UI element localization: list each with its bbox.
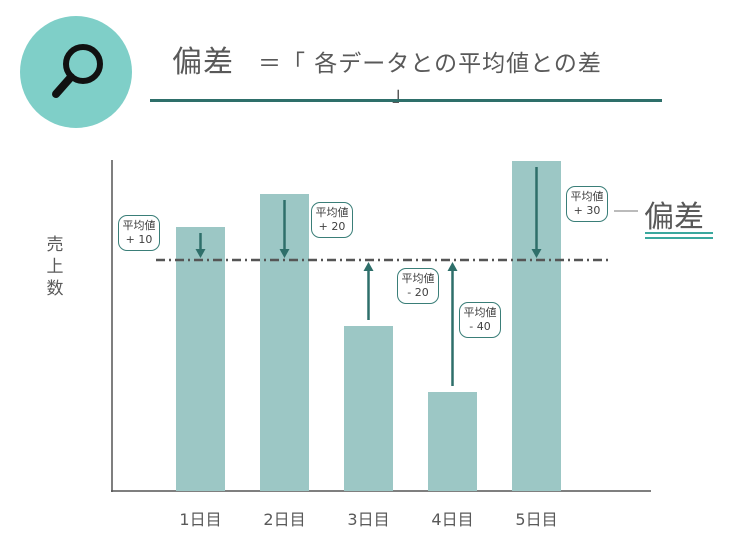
callout-value: + 20 <box>318 220 346 233</box>
deviation-label: 偏差 <box>644 200 704 235</box>
bar-4日目 <box>428 392 477 491</box>
callout-value: + 30 <box>573 204 601 217</box>
callout-label: 平均値 <box>401 272 435 285</box>
bar-1日目 <box>176 227 225 491</box>
deviation-callout: 平均値 - 20 <box>397 268 439 304</box>
y-axis-label: 売上数 <box>44 234 66 300</box>
deviation-underline <box>645 237 713 239</box>
y-axis-label-char: 数 <box>46 279 64 299</box>
deviation-callout: 平均値 + 10 <box>118 215 160 251</box>
deviation-callout: 平均値 + 30 <box>566 186 608 222</box>
callout-value: + 10 <box>125 233 153 246</box>
deviation-callout: 平均値 + 20 <box>311 202 353 238</box>
callout-label: 平均値 <box>315 206 349 219</box>
title-definition: ＝「 各データとの平均値との差 <box>258 51 602 77</box>
callout-label: 平均値 <box>122 219 156 232</box>
x-tick-label: 5日目 <box>515 510 558 529</box>
deviation-arrowhead <box>363 262 374 271</box>
title-main: 偏差 <box>172 45 234 80</box>
deviation-underline <box>645 232 713 234</box>
x-tick-label: 3日目 <box>347 510 390 529</box>
deviation-arrowhead <box>279 249 290 258</box>
search-icon <box>52 44 103 98</box>
deviation-arrowhead <box>447 262 458 271</box>
y-axis-label-char: 売 <box>46 235 64 255</box>
deviation-callout: 平均値 - 40 <box>459 302 501 338</box>
callout-value: - 20 <box>407 286 429 299</box>
callout-label: 平均値 <box>570 190 604 203</box>
callout-value: - 40 <box>469 320 491 333</box>
bar-3日目 <box>344 326 393 491</box>
x-tick-label: 1日目 <box>179 510 222 529</box>
y-axis-label-char: 上 <box>46 257 64 277</box>
x-tick-label: 2日目 <box>263 510 306 529</box>
deviation-connector <box>614 210 638 212</box>
title-underline <box>150 99 662 102</box>
x-tick-label: 4日目 <box>431 510 474 529</box>
deviation-arrowhead <box>531 249 542 258</box>
callout-label: 平均値 <box>463 306 497 319</box>
search-icon-badge <box>20 16 132 128</box>
deviation-arrowhead <box>195 249 206 258</box>
